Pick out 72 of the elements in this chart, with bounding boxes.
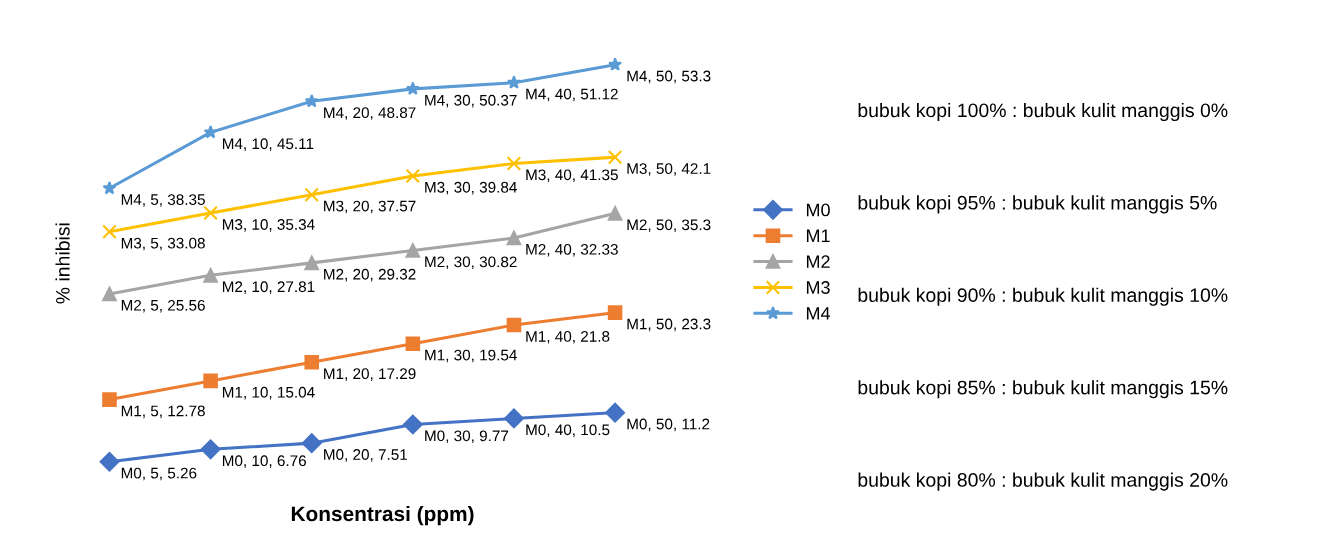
data-label: M2, 50, 35.3 <box>627 219 711 233</box>
point <box>203 205 218 221</box>
data-label: M4, 30, 50.37 <box>425 94 517 108</box>
data-label: M1, 10, 15.04 <box>222 386 315 400</box>
point <box>304 187 320 202</box>
data-label: M2, 5, 25.56 <box>121 299 205 313</box>
legend-label: M1 <box>806 229 830 243</box>
data-label: M1, 30, 19.54 <box>425 349 517 363</box>
point <box>304 355 320 370</box>
data-label: M4, 50, 53.3 <box>627 70 711 84</box>
data-label: M1, 20, 17.29 <box>324 368 416 381</box>
text: bubuk kopi 90% : bubuk kulit manggis 10% <box>858 287 1228 306</box>
data-label: M2, 10, 27.81 <box>222 281 315 294</box>
point <box>301 433 322 454</box>
point <box>605 402 625 423</box>
data-label: M0, 5, 5.26 <box>121 467 197 481</box>
data-label: M3, 10, 35.34 <box>222 219 315 232</box>
point <box>506 156 522 171</box>
point <box>608 57 623 71</box>
data-label: M4, 10, 45.11 <box>222 138 314 151</box>
y-axis-title: % inhibisi <box>55 223 70 304</box>
point <box>405 336 421 351</box>
text: bubuk kopi 100% : bubuk kulit manggis 0% <box>858 102 1228 122</box>
data-label: M1, 50, 23.3 <box>627 318 711 332</box>
data-label: M4, 20, 48.87 <box>324 107 416 120</box>
data-label: M3, 30, 39.84 <box>425 181 517 195</box>
point <box>506 317 522 333</box>
legend-label: M0 <box>806 203 830 217</box>
data-label: M0, 30, 9.77 <box>425 430 509 444</box>
point <box>402 414 423 435</box>
data-label: M2, 20, 29.32 <box>324 268 416 282</box>
data-label: M4, 5, 38.35 <box>121 194 205 207</box>
legend-label: M4 <box>806 307 831 320</box>
point <box>405 168 421 184</box>
text: bubuk kopi 80% : bubuk kulit manggis 20% <box>858 472 1228 491</box>
x-axis-title: Konsentrasi (ppm) <box>291 505 474 526</box>
text: bubuk kopi 85% : bubuk kulit manggis 15% <box>858 380 1228 399</box>
legend-label: M2 <box>806 255 830 268</box>
point <box>607 206 623 221</box>
point <box>203 373 218 389</box>
point <box>607 305 623 320</box>
point <box>607 149 623 165</box>
text: bubuk kopi 95% : bubuk kulit manggis 5% <box>858 195 1217 214</box>
point <box>203 268 218 283</box>
point <box>203 125 218 139</box>
data-label: M3, 50, 42.1 <box>627 163 711 176</box>
legend-label: M3 <box>806 281 830 294</box>
data-label: M4, 40, 51.12 <box>526 88 618 102</box>
point <box>99 451 120 472</box>
data-label: M0, 50, 11.2 <box>627 418 710 432</box>
point <box>102 392 117 407</box>
point <box>506 75 521 89</box>
point <box>405 243 421 258</box>
data-label: M3, 5, 33.08 <box>121 237 205 251</box>
data-label: M0, 40, 10.5 <box>526 424 610 438</box>
point <box>102 286 117 302</box>
point <box>102 180 117 195</box>
point <box>506 230 522 246</box>
point <box>405 81 420 95</box>
point <box>304 93 319 108</box>
data-label: M1, 40, 21.8 <box>526 330 610 344</box>
point <box>304 255 320 271</box>
point <box>102 224 117 240</box>
data-label: M2, 40, 32.33 <box>526 243 618 257</box>
point <box>504 408 524 429</box>
data-label: M0, 10, 6.76 <box>222 455 306 468</box>
point <box>200 439 221 460</box>
data-label: M1, 5, 12.78 <box>121 405 205 419</box>
data-label: M3, 20, 37.57 <box>324 200 416 214</box>
data-label: M0, 20, 7.51 <box>324 449 408 462</box>
data-label: M3, 40, 41.35 <box>526 169 618 183</box>
data-label: M2, 30, 30.82 <box>425 256 517 270</box>
